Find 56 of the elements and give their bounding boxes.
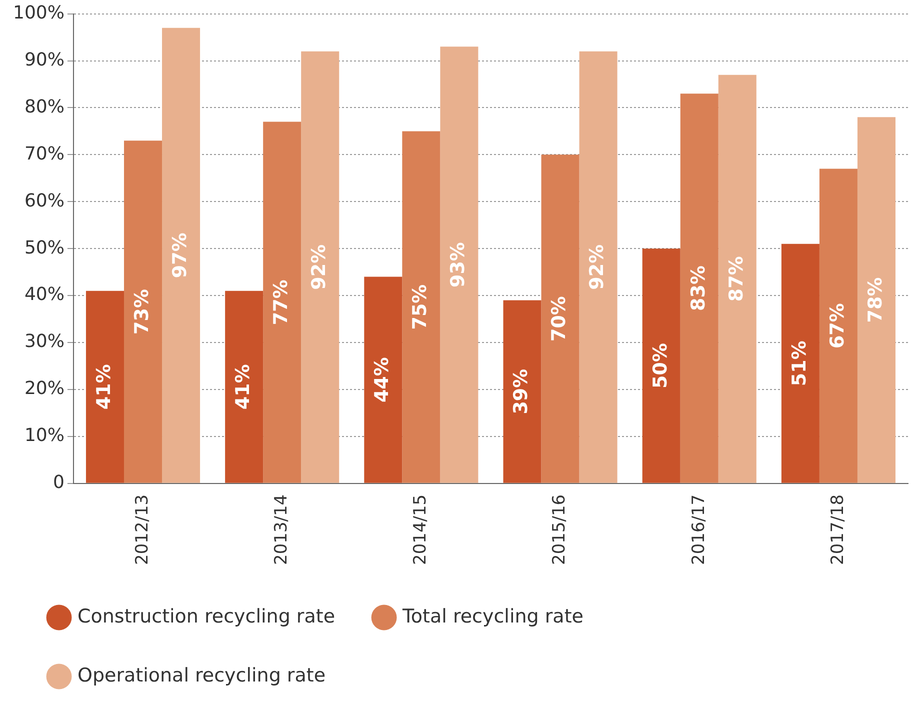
bar <box>857 117 896 483</box>
y-tick-label: 100% <box>12 2 64 24</box>
legend-label: Operational recycling rate <box>78 664 326 686</box>
y-tick-label: 20% <box>24 378 64 400</box>
bar <box>503 300 542 483</box>
y-tick-label: 60% <box>24 190 64 212</box>
bar <box>680 94 718 483</box>
bar <box>718 74 756 483</box>
x-tick-label: 2016/17 <box>688 494 709 565</box>
bar <box>301 51 340 483</box>
bar <box>263 122 302 483</box>
bar <box>642 248 680 483</box>
data-label: 93% <box>447 242 470 288</box>
data-label: 44% <box>371 357 394 403</box>
data-label: 78% <box>864 277 886 323</box>
data-label: 75% <box>409 284 432 330</box>
y-tick-label: 70% <box>24 143 64 164</box>
data-label: 83% <box>687 266 710 311</box>
y-tick-label: 50% <box>24 237 64 258</box>
bar <box>124 140 162 483</box>
bar <box>364 276 402 483</box>
legend-label: Total recycling rate <box>402 605 584 628</box>
y-tick-label: 0 <box>53 472 64 494</box>
bar <box>819 168 858 483</box>
data-label: 97% <box>168 232 191 278</box>
x-tick-label: 2014/15 <box>410 494 431 565</box>
bar <box>225 290 264 483</box>
bar <box>440 46 478 483</box>
data-label: 39% <box>510 368 532 414</box>
data-label: 50% <box>649 342 672 388</box>
legend-label: Construction recycling rate <box>78 605 336 628</box>
data-label: 92% <box>308 244 330 290</box>
data-label: 77% <box>270 280 292 326</box>
y-tick-label: 80% <box>24 96 64 118</box>
bar <box>402 131 440 483</box>
bar <box>781 244 820 483</box>
bar <box>541 154 580 483</box>
data-label: 41% <box>92 364 115 410</box>
x-tick-label: 2017/18 <box>828 494 848 565</box>
data-label: 70% <box>548 296 570 342</box>
x-tick-label: 2013/14 <box>272 494 292 565</box>
x-tick-label: 2015/16 <box>550 494 570 565</box>
y-tick-label: 90% <box>24 49 64 70</box>
bar <box>579 51 618 483</box>
data-label: 73% <box>130 288 153 334</box>
bar <box>162 28 200 483</box>
y-tick-label: 30% <box>24 331 64 352</box>
x-tick-label: 2012/13 <box>132 494 152 565</box>
data-label: 92% <box>586 244 608 290</box>
y-tick-label: 10% <box>24 425 64 446</box>
data-label: 51% <box>788 340 810 386</box>
data-label: 87% <box>725 256 748 302</box>
data-label: 67% <box>826 303 848 349</box>
data-label: 41% <box>232 364 254 410</box>
bar <box>86 290 124 483</box>
y-tick-label: 40% <box>24 284 64 306</box>
